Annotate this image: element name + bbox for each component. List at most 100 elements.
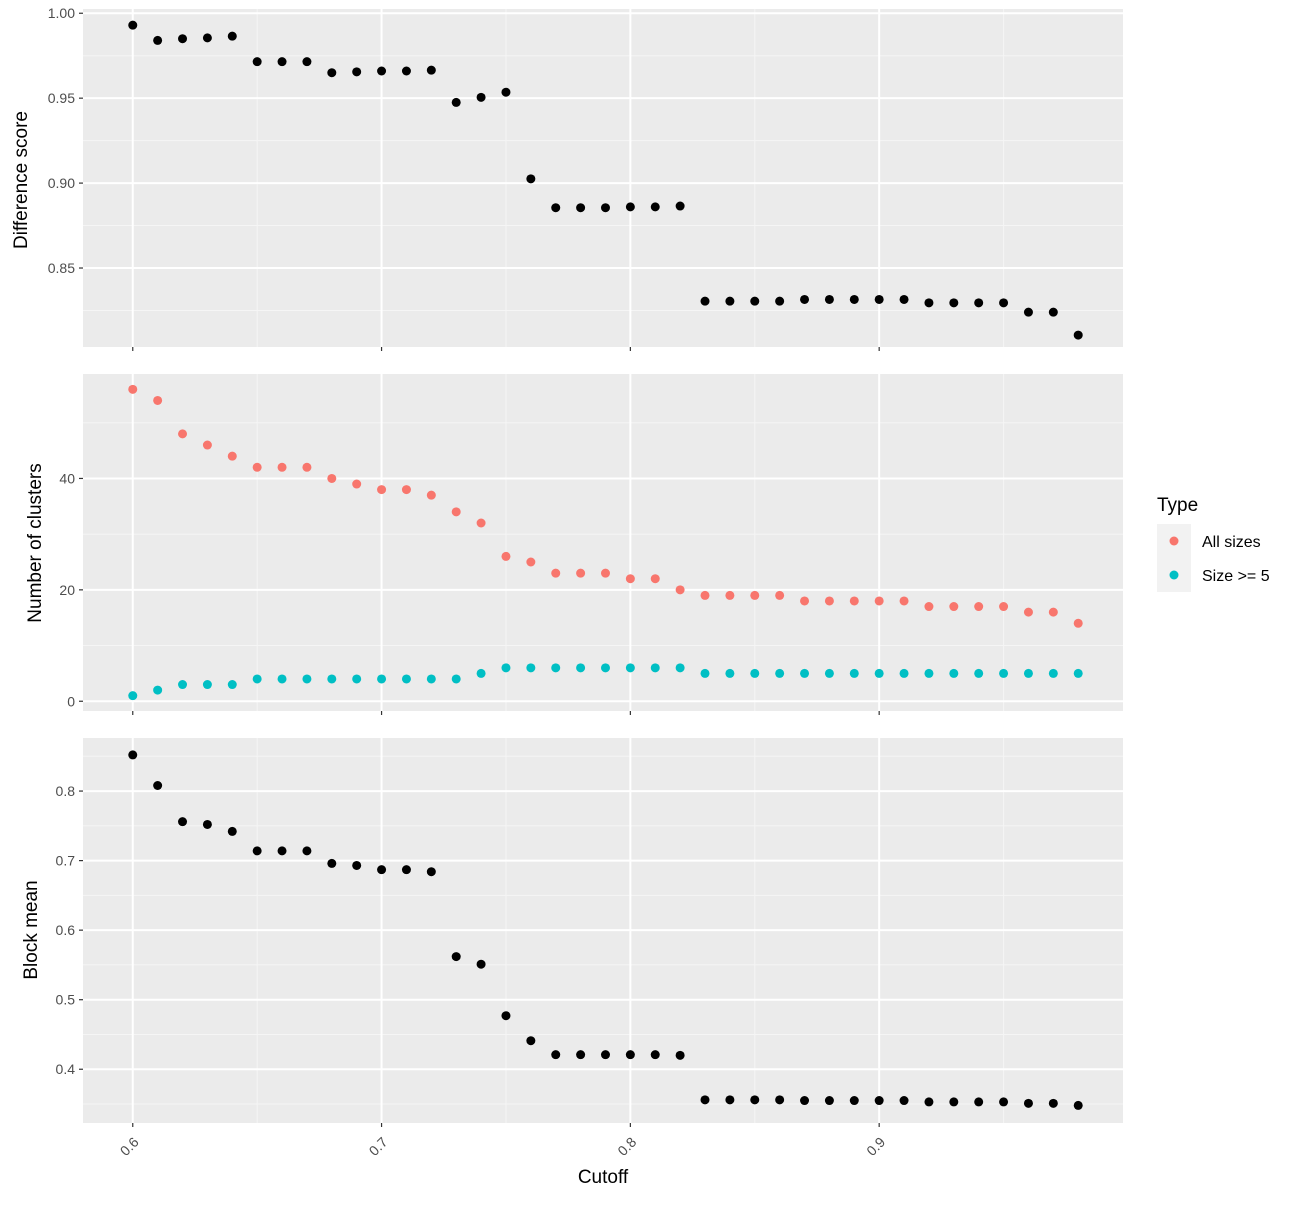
y-tick-label: 20 — [59, 582, 75, 598]
data-point-block-mean — [750, 1095, 760, 1105]
data-point-difference-score — [1073, 330, 1083, 340]
data-point-size-5 — [1073, 668, 1083, 678]
data-point-all-sizes — [426, 490, 436, 500]
data-point-difference-score — [999, 298, 1009, 308]
x-tick-label: 0.8 — [614, 1134, 639, 1159]
data-point-block-mean — [327, 858, 337, 868]
data-point-all-sizes — [849, 596, 859, 606]
y-axis-title-block-mean: Block mean — [21, 880, 42, 979]
data-point-difference-score — [750, 296, 760, 306]
data-point-block-mean — [426, 867, 436, 877]
data-point-block-mean — [1023, 1098, 1033, 1108]
data-point-size-5 — [551, 663, 561, 673]
data-point-all-sizes — [924, 602, 934, 612]
data-point-difference-score — [526, 174, 536, 184]
data-point-difference-score — [775, 296, 785, 306]
data-point-difference-score — [451, 97, 461, 107]
data-point-size-5 — [874, 668, 884, 678]
data-point-all-sizes — [800, 596, 810, 606]
data-point-block-mean — [775, 1095, 785, 1105]
data-point-difference-score — [401, 66, 411, 76]
data-point-difference-score — [949, 298, 959, 308]
data-point-size-5 — [999, 668, 1009, 678]
x-tick-label: 0.6 — [117, 1134, 142, 1159]
data-point-difference-score — [551, 203, 561, 213]
data-point-difference-score — [924, 298, 934, 308]
data-point-size-5 — [1048, 668, 1058, 678]
data-point-size-5 — [476, 668, 486, 678]
data-point-difference-score — [974, 298, 984, 308]
y-tick-label: 0 — [67, 693, 75, 709]
data-point-all-sizes — [302, 462, 312, 472]
data-point-difference-score — [899, 294, 909, 304]
data-point-all-sizes — [178, 429, 188, 439]
y-tick-label: 0.8 — [56, 783, 76, 799]
data-point-all-sizes — [128, 384, 138, 394]
data-point-block-mean — [252, 846, 262, 856]
legend-label-all-sizes: All sizes — [1202, 534, 1261, 551]
data-point-size-5 — [899, 668, 909, 678]
data-point-all-sizes — [451, 507, 461, 517]
data-point-size-5 — [501, 663, 511, 673]
data-point-size-5 — [849, 668, 859, 678]
data-point-difference-score — [600, 203, 610, 213]
data-point-all-sizes — [650, 574, 660, 584]
data-point-difference-score — [227, 31, 237, 41]
data-point-size-5 — [377, 674, 387, 684]
data-point-block-mean — [128, 750, 138, 760]
data-point-block-mean — [625, 1050, 635, 1060]
panel-difference-score: 0.85 0.90 0.95 1.00 — [48, 5, 1123, 351]
data-point-all-sizes — [1073, 618, 1083, 628]
panel-background — [83, 9, 1123, 347]
data-point-difference-score — [501, 87, 511, 97]
data-point-block-mean — [725, 1095, 735, 1105]
data-point-size-5 — [178, 680, 188, 690]
data-point-block-mean — [874, 1096, 884, 1106]
data-point-difference-score — [426, 65, 436, 75]
data-point-all-sizes — [949, 602, 959, 612]
y-tick-label: 0.5 — [56, 992, 76, 1008]
x-axis-title-cutoff: Cutoff — [578, 1167, 629, 1188]
data-point-difference-score — [675, 201, 685, 211]
data-point-block-mean — [824, 1096, 834, 1106]
data-point-all-sizes — [202, 440, 212, 450]
data-point-size-5 — [700, 668, 710, 678]
data-point-all-sizes — [675, 585, 685, 595]
panel-background — [83, 374, 1123, 711]
y-axis-title-difference-score: Difference score — [11, 111, 32, 249]
data-point-size-5 — [949, 668, 959, 678]
y-tick-label: 0.85 — [48, 260, 75, 276]
legend-label-size-ge-5: Size >= 5 — [1202, 568, 1270, 585]
data-point-block-mean — [700, 1095, 710, 1105]
data-point-block-mean — [650, 1050, 660, 1060]
data-point-all-sizes — [999, 602, 1009, 612]
data-point-all-sizes — [352, 479, 362, 489]
data-point-block-mean — [526, 1036, 536, 1046]
data-point-all-sizes — [476, 518, 486, 528]
y-tick-label: 0.4 — [56, 1061, 76, 1077]
data-point-block-mean — [675, 1050, 685, 1060]
data-point-size-5 — [1023, 668, 1033, 678]
data-point-all-sizes — [775, 590, 785, 600]
data-point-difference-score — [1048, 307, 1058, 317]
data-point-size-5 — [600, 663, 610, 673]
legend: Type All sizes Size >= 5 — [1157, 495, 1270, 592]
data-point-size-5 — [775, 668, 785, 678]
data-point-block-mean — [178, 817, 188, 827]
data-point-size-5 — [451, 674, 461, 684]
data-point-difference-score — [202, 33, 212, 43]
data-point-size-5 — [625, 663, 635, 673]
data-point-block-mean — [1073, 1100, 1083, 1110]
data-point-block-mean — [501, 1011, 511, 1021]
data-point-all-sizes — [600, 568, 610, 578]
data-point-block-mean — [849, 1096, 859, 1106]
data-point-size-5 — [252, 674, 262, 684]
data-point-all-sizes — [153, 395, 163, 405]
data-point-difference-score — [327, 68, 337, 78]
data-point-size-5 — [352, 674, 362, 684]
data-point-difference-score — [1023, 307, 1033, 317]
data-point-difference-score — [476, 92, 486, 102]
data-point-all-sizes — [974, 602, 984, 612]
